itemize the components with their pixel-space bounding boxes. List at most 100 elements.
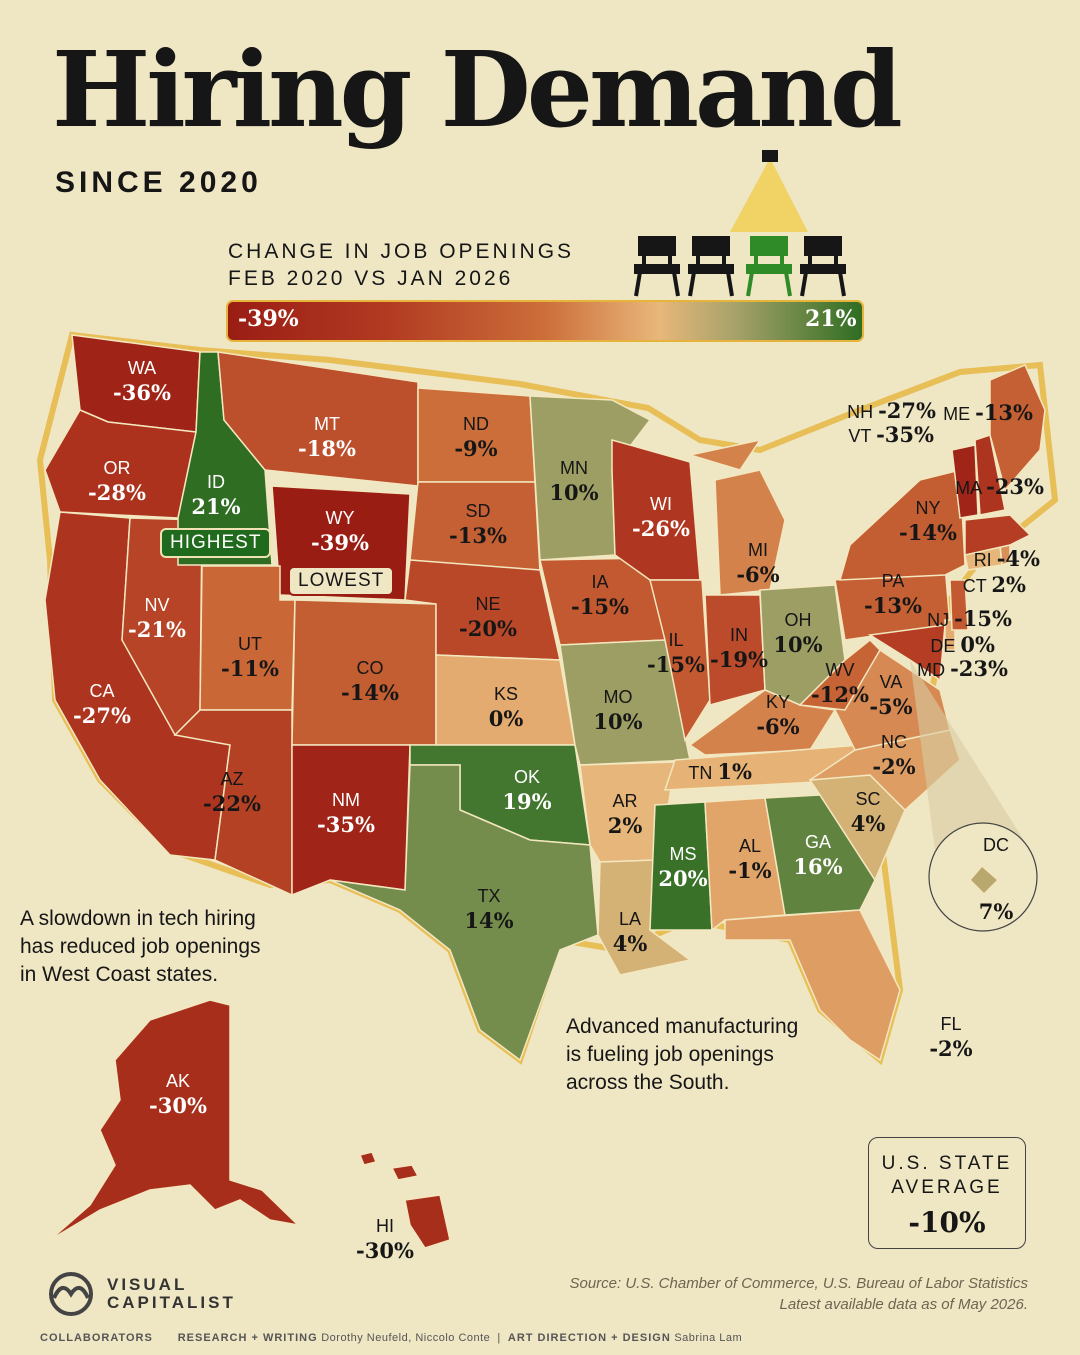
chair-icon: [634, 236, 680, 297]
state-value-RI: -4%: [997, 546, 1040, 571]
state-MI: [689, 438, 786, 596]
state-abbr-DC: DC: [983, 835, 1009, 855]
chair-icon-highlighted: [746, 236, 792, 297]
source-line1: Source: U.S. Chamber of Commerce, U.S. B…: [569, 1275, 1028, 1292]
state-abbr-GA: GA: [805, 832, 831, 852]
state-abbr-KS: KS: [494, 684, 518, 704]
state-MO: [559, 639, 691, 766]
badge-highest: HIGHEST: [160, 528, 272, 558]
state-label-VT: VT -35%: [848, 422, 934, 447]
state-value-NM: -35%: [317, 812, 375, 837]
dc-callout: [910, 660, 1038, 932]
state-NH: [974, 434, 1006, 516]
state-value-IA: -15%: [571, 594, 629, 619]
state-abbr-CO: CO: [357, 658, 384, 678]
state-value-NE: -20%: [459, 616, 517, 641]
state-value-KS: 0%: [489, 706, 524, 731]
state-value-FL: -2%: [929, 1036, 972, 1061]
legend-title-line2: FEB 2020 VS JAN 2026: [228, 267, 514, 290]
state-abbr-FL: FL: [940, 1014, 961, 1034]
badge-lowest: LOWEST: [288, 566, 395, 596]
state-value-UT: -11%: [221, 656, 279, 681]
state-abbr-IA: IA: [591, 572, 608, 592]
state-abbr-PA: PA: [882, 571, 905, 591]
state-value-NJ: -15%: [954, 606, 1012, 631]
state-label-NJ: NJ -15%: [927, 606, 1012, 631]
state-label-TN: TN 1%: [688, 759, 752, 784]
state-value-MS: 20%: [658, 866, 707, 891]
state-AK: [49, 999, 301, 1241]
state-value-CT: 2%: [991, 572, 1026, 597]
state-abbr-TX: TX: [477, 886, 500, 906]
state-abbr-MT: MT: [314, 414, 340, 434]
state-value-OR: -28%: [88, 480, 146, 505]
state-value-WY: -39%: [311, 530, 369, 555]
state-abbr-CA: CA: [89, 681, 114, 701]
state-value-DC: 7%: [979, 899, 1014, 924]
state-abbr-SD: SD: [465, 501, 490, 521]
state-value-MA: -23%: [986, 474, 1044, 499]
credits: COLLABORATORS RESEARCH + WRITING Dorothy…: [40, 1332, 743, 1344]
state-value-TN: 1%: [717, 759, 752, 784]
state-GA: [764, 794, 876, 916]
state-TX: [329, 764, 599, 1062]
logo-line2: CAPITALIST: [107, 1293, 236, 1312]
state-abbr-KY: KY: [766, 692, 790, 712]
state-value-CA: -27%: [73, 703, 131, 728]
state-abbr-NC: NC: [881, 732, 907, 752]
note-west-line1: A slowdown in tech hiring: [20, 907, 256, 930]
state-NJ: [949, 579, 969, 631]
chair-icon: [800, 236, 846, 297]
state-abbr-HI: HI: [376, 1216, 394, 1236]
state-abbr-RI: RI: [974, 550, 997, 570]
state-shapes: [44, 334, 1046, 1249]
state-label-ME: ME -13%: [943, 400, 1033, 425]
state-abbr-MI: MI: [748, 540, 768, 560]
state-value-IN: -19%: [710, 647, 768, 672]
state-abbr-OH: OH: [785, 610, 812, 630]
state-value-MI: -6%: [736, 562, 779, 587]
legend-title-line1: CHANGE IN JOB OPENINGS: [228, 240, 575, 263]
state-value-VA: -5%: [869, 694, 912, 719]
state-HI: [358, 1151, 451, 1249]
credits-research-names: Dorothy Neufeld, Niccolo Conte: [321, 1332, 491, 1344]
state-NY: [838, 469, 966, 581]
average-value: -10%: [908, 1206, 986, 1239]
state-abbr-AR: AR: [612, 791, 637, 811]
state-abbr-DE: DE: [930, 636, 960, 656]
state-value-MD: -23%: [950, 656, 1008, 681]
state-abbr-WI: WI: [650, 494, 672, 514]
state-value-ME: -13%: [975, 400, 1033, 425]
note-south: Advanced manufacturing is fueling job op…: [566, 1013, 798, 1097]
state-value-AR: 2%: [608, 813, 643, 838]
state-value-PA: -13%: [864, 593, 922, 618]
page-title: Hiring Demand: [52, 28, 903, 151]
state-abbr-NH: NH: [847, 402, 878, 422]
state-abbr-ID: ID: [207, 472, 225, 492]
state-abbr-CT: CT: [963, 576, 992, 596]
state-value-WV: -12%: [811, 682, 869, 707]
state-abbr-ND: ND: [463, 414, 489, 434]
state-value-MO: 10%: [593, 709, 642, 734]
note-west-line2: has reduced job openings: [20, 935, 261, 958]
state-value-ID: 21%: [191, 494, 240, 519]
state-label-RI: RI -4%: [974, 546, 1040, 571]
source-line2: Latest available data as of May 2026.: [779, 1296, 1029, 1313]
state-value-AL: -1%: [728, 858, 771, 883]
state-value-KY: -6%: [756, 714, 799, 739]
state-abbr-UT: UT: [238, 634, 262, 654]
state-MA: [964, 514, 1032, 556]
state-abbr-OR: OR: [104, 458, 131, 478]
state-label-MA: MA -23%: [955, 474, 1044, 499]
state-abbr-AK: AK: [166, 1071, 190, 1091]
state-label-NH: NH -27%: [847, 398, 936, 423]
state-value-DE: 0%: [960, 632, 995, 657]
average-box: U.S. STATE AVERAGE -10%: [868, 1137, 1026, 1249]
note-west-line3: in West Coast states.: [20, 963, 219, 986]
state-abbr-MN: MN: [560, 458, 588, 478]
state-value-TX: 14%: [464, 908, 513, 933]
state-value-WI: -26%: [632, 516, 690, 541]
state-abbr-AL: AL: [739, 836, 761, 856]
state-value-AZ: -22%: [203, 791, 261, 816]
